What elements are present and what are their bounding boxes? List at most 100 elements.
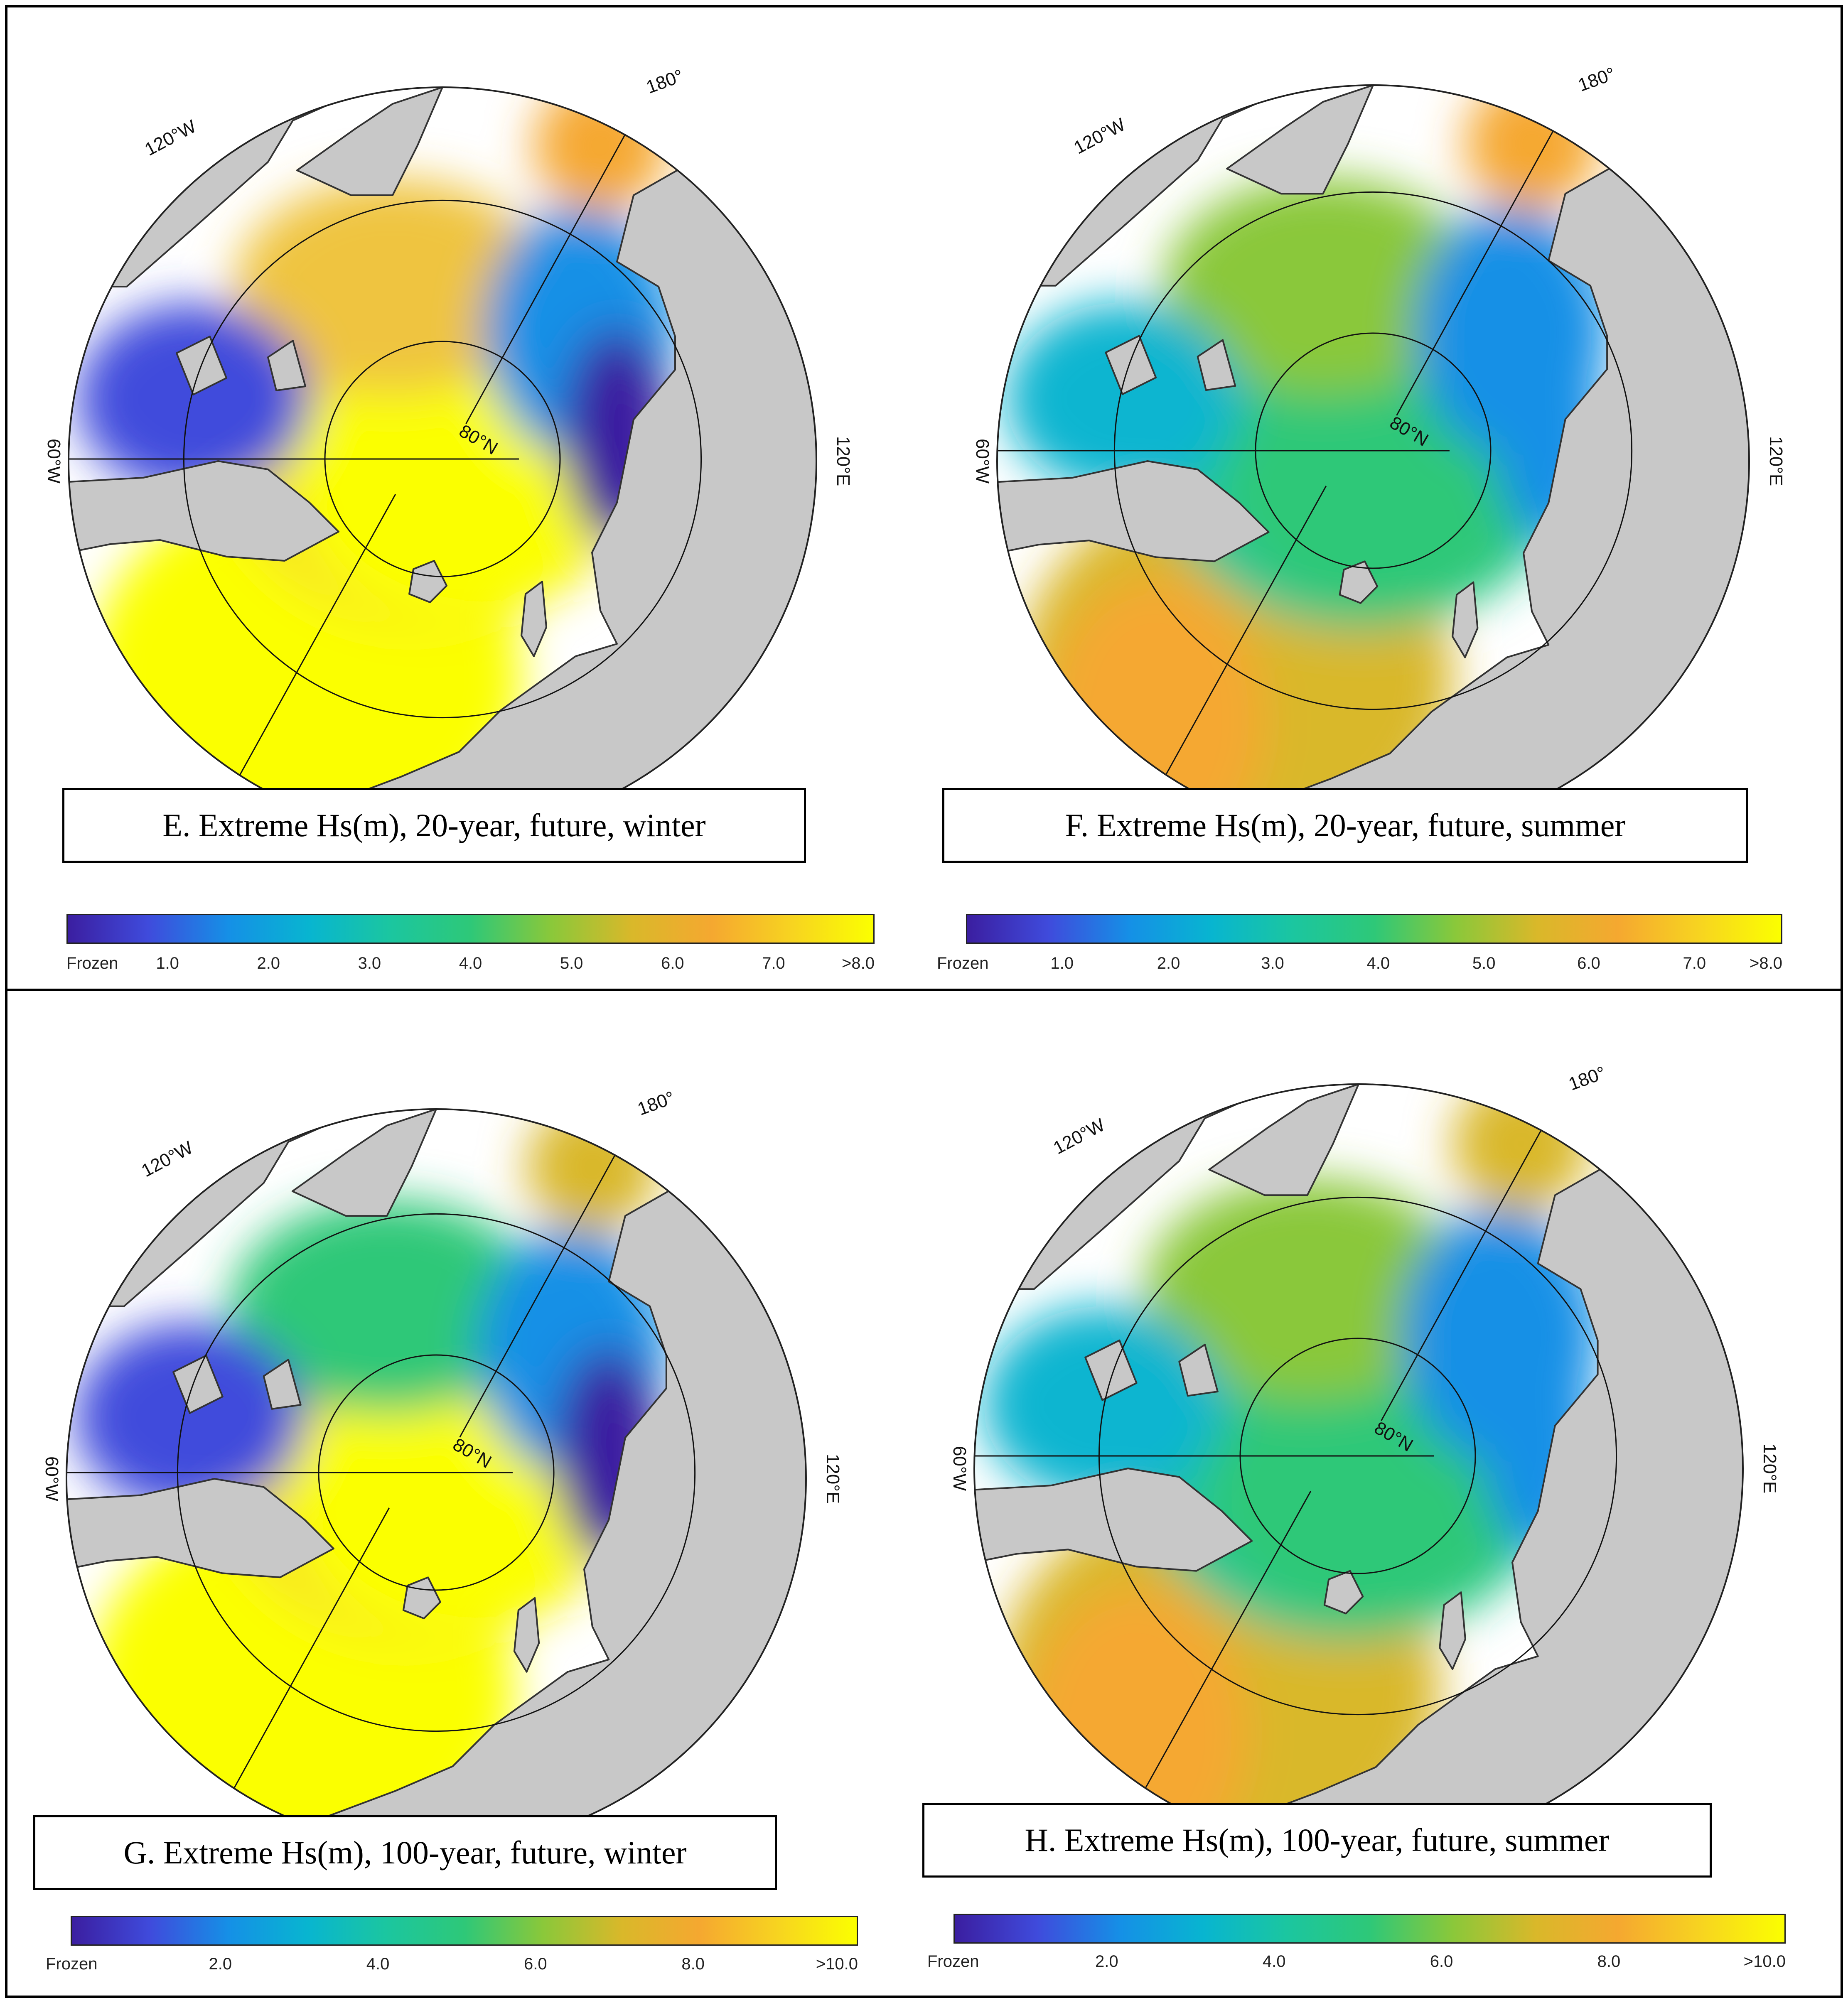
panel-title-g: G. Extreme Hs(m), 100-year, future, wint… — [33, 1815, 777, 1890]
colorbar-tick: Frozen — [927, 1952, 979, 1971]
colorbar-f — [966, 914, 1782, 944]
scandinavia-land — [69, 460, 339, 562]
colorbar-tick: >8.0 — [1750, 954, 1782, 972]
label-120e: 120°E — [1766, 436, 1786, 486]
field-canadian-archipelago — [77, 303, 310, 494]
meridian-180 — [465, 92, 649, 424]
meridian-0 — [1126, 1491, 1312, 1805]
field-north-atlantic — [118, 577, 334, 789]
colorbar-ticks-g: Frozen 2.0 4.0 6.0 8.0 >10.0 — [46, 1955, 858, 1980]
greenland-land — [1226, 85, 1374, 195]
label-60w: 60°W — [44, 439, 64, 484]
map-boundary — [68, 86, 817, 789]
label-120w: 120°W — [141, 116, 199, 160]
map-boundary — [996, 84, 1750, 789]
map-clip — [973, 1083, 1744, 1805]
colorbar-e — [66, 914, 875, 944]
field-canadian-archipelago — [1005, 302, 1240, 495]
colorbar-ticks-e: Frozen 1.0 2.0 3.0 4.0 5.0 6.0 7.0 >8.0 — [66, 954, 875, 979]
map-clip — [68, 86, 817, 789]
map-disc — [66, 1109, 806, 1815]
svalbard-land — [1339, 560, 1379, 604]
graticule — [974, 1084, 1617, 1805]
colorbar-tick: 7.0 — [1683, 954, 1706, 972]
row-divider — [5, 989, 1843, 991]
colorbar-tick: 6.0 — [1577, 954, 1600, 972]
field-beaufort — [231, 1199, 543, 1413]
colorbar-tick: 6.0 — [524, 1955, 547, 1973]
label-120w: 120°W — [1050, 1114, 1108, 1159]
meridian-180 — [459, 1110, 640, 1438]
label-120e: 120°E — [823, 1454, 843, 1504]
novaya-zemlya-land — [1452, 581, 1479, 658]
label-60w: 60°W — [949, 1446, 970, 1491]
field-beaufort — [1164, 177, 1482, 395]
scandinavia-land — [997, 460, 1270, 562]
map-clip — [66, 1108, 807, 1815]
colorbar-tick: 5.0 — [560, 954, 583, 972]
archipelago-island — [267, 340, 306, 391]
archipelago-island — [172, 1355, 224, 1414]
colorbar-tick: Frozen — [66, 954, 118, 972]
map-panel-g: 120°W 180° 60°W 120°E 80°N — [0, 991, 924, 2003]
meridian-180 — [1381, 1084, 1570, 1421]
colorbar-tick: 4.0 — [366, 1955, 390, 1973]
colorbar-tick: Frozen — [46, 1955, 98, 1973]
novaya-zemlya-land — [521, 581, 547, 657]
map-panel-e: 120°W 180° 60°W 120°E 80°N — [0, 0, 924, 989]
field-north-atlantic — [1047, 578, 1265, 789]
archipelago-island — [1197, 339, 1236, 391]
archipelago-island — [1178, 1343, 1219, 1397]
map-clip — [996, 84, 1750, 789]
archipelago-island — [1084, 1339, 1138, 1401]
field-beaufort — [235, 179, 550, 395]
meridian-0 — [1147, 486, 1327, 789]
field-canadian-archipelago — [74, 1323, 305, 1512]
colorbar-tick: 7.0 — [762, 954, 785, 972]
graticule — [69, 92, 702, 789]
panel-title-f: F. Extreme Hs(m), 20-year, future, summe… — [942, 788, 1748, 863]
colorbar-g — [71, 1916, 858, 1946]
graticule — [997, 85, 1633, 789]
colorbar-tick: 4.0 — [1262, 1952, 1286, 1971]
meridian-0 — [217, 494, 396, 789]
map-disc — [69, 87, 816, 789]
siberia-land — [1187, 1160, 1743, 1805]
map-disc — [997, 85, 1749, 789]
label-180: 180° — [1575, 64, 1618, 96]
map-panel-f: 120°W 180° 60°W 120°E 80°N — [924, 0, 1848, 989]
novaya-zemlya-land — [1439, 1591, 1466, 1670]
colorbar-h — [953, 1914, 1786, 1944]
colorbar-tick: 2.0 — [1095, 1952, 1118, 1971]
colorbar-tick: 8.0 — [681, 1955, 705, 1973]
greenland-land — [291, 1109, 437, 1217]
field-north-atlantic — [1025, 1588, 1248, 1805]
colorbar-tick: Frozen — [937, 954, 989, 972]
figure-frame — [5, 5, 1843, 1998]
map-panel-h: 120°W 180° 60°W 120°E 80°N — [924, 991, 1848, 2003]
label-120e: 120°E — [1760, 1443, 1780, 1493]
scandinavia-land — [974, 1468, 1253, 1572]
colorbar-tick: 6.0 — [661, 954, 684, 972]
label-180: 180° — [1566, 1063, 1608, 1095]
label-60w: 60°W — [42, 1456, 62, 1502]
colorbar-tick: 1.0 — [1050, 954, 1074, 972]
colorbar-tick: 5.0 — [1472, 954, 1496, 972]
label-120e: 120°E — [833, 436, 853, 486]
greenland-land — [296, 87, 443, 196]
colorbar-tick: 3.0 — [358, 954, 381, 972]
map-disc — [974, 1084, 1743, 1805]
label-60w: 60°W — [972, 439, 993, 484]
archipelago-island — [1105, 335, 1157, 395]
scandinavia-land — [66, 1478, 334, 1578]
colorbar-tick: 8.0 — [1597, 1952, 1621, 1971]
colorbar-tick: 3.0 — [1261, 954, 1284, 972]
colorbar-tick: 4.0 — [459, 954, 482, 972]
colorbar-ticks-f: Frozen 1.0 2.0 3.0 4.0 5.0 6.0 7.0 >8.0 — [937, 954, 1782, 979]
label-120w: 120°W — [138, 1137, 196, 1181]
label-180: 180° — [644, 66, 686, 98]
svalbard-land — [1323, 1570, 1364, 1615]
colorbar-tick: 1.0 — [156, 954, 179, 972]
map-boundary — [66, 1108, 807, 1815]
